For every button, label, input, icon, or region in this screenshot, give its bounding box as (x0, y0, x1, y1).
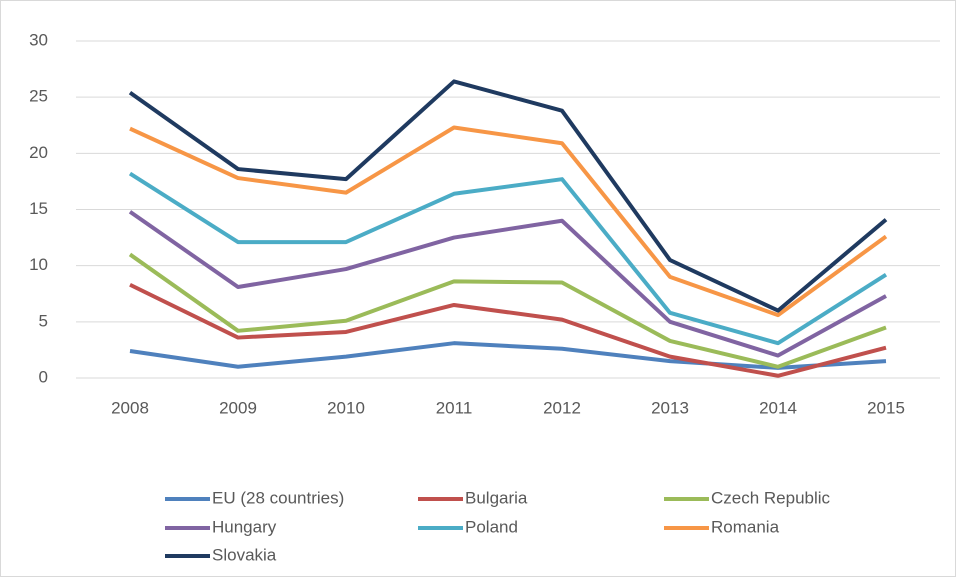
legend-label: Bulgaria (465, 488, 528, 507)
y-tick-label: 25 (29, 87, 48, 106)
legend-label: EU (28 countries) (212, 488, 344, 507)
x-tick-label: 2012 (543, 398, 581, 417)
series-line (128, 171, 888, 346)
x-tick-label: 2008 (111, 398, 149, 417)
series-line (128, 210, 887, 358)
series-line (129, 282, 887, 378)
series-line (128, 79, 888, 313)
legend-label: Slovakia (212, 545, 277, 564)
legend-label: Czech Republic (711, 488, 831, 507)
series-line (128, 252, 887, 369)
x-tick-label: 2013 (651, 398, 689, 417)
x-tick-label: 2010 (327, 398, 365, 417)
y-tick-label: 5 (39, 311, 48, 330)
y-tick-label: 10 (29, 255, 48, 274)
y-tick-label: 0 (39, 367, 48, 386)
y-tick-label: 30 (29, 30, 48, 49)
x-tick-label: 2009 (219, 398, 257, 417)
y-tick-label: 15 (29, 199, 48, 218)
legend-label: Poland (465, 517, 518, 536)
legend-label: Hungary (212, 517, 277, 536)
x-tick-label: 2015 (867, 398, 905, 417)
series-line (129, 125, 888, 318)
y-tick-label: 20 (29, 143, 48, 162)
series-line (129, 341, 887, 370)
x-tick-label: 2011 (436, 398, 473, 417)
x-tick-label: 2014 (759, 398, 797, 417)
legend-label: Romania (711, 517, 780, 536)
